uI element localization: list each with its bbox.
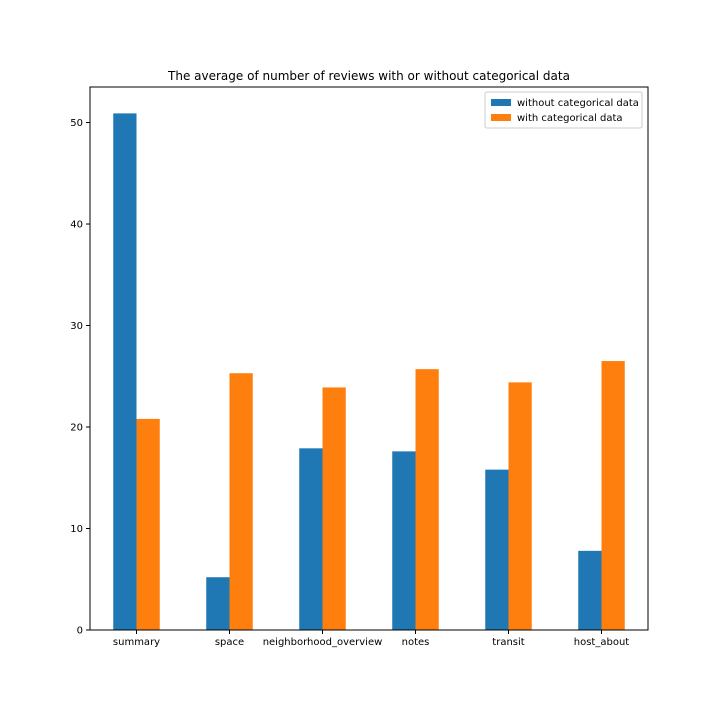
x-tick-label-space: space: [215, 637, 244, 648]
bar-notes-without: [392, 451, 416, 630]
legend-box: [484, 91, 643, 129]
x-tick-label-notes: notes: [402, 637, 430, 648]
plot-frame: [89, 86, 649, 631]
y-tick-label: 30: [70, 321, 83, 332]
legend-swatch-with: [491, 114, 511, 121]
axes-layer: 0 10 20 30 40 50 summary space neighborhood_over…: [70, 86, 649, 648]
x-tick-label-summary: summary: [113, 637, 160, 648]
x-tick-label-host_about: host_about: [574, 637, 630, 648]
legend-label-with: with categorical data: [517, 113, 623, 124]
bar-space-with: [229, 373, 253, 630]
bars-layer: [113, 113, 625, 630]
legend-swatch-without: [491, 99, 511, 106]
bar-transit-without: [485, 469, 509, 630]
bar-summary-without: [113, 113, 137, 630]
y-tick-label: 20: [70, 423, 83, 434]
bar-neighborhood_overview-without: [299, 448, 323, 630]
x-tick-label-neighborhood_overview: neighborhood_overview: [263, 637, 383, 648]
legend: without categorical data with categorical…: [484, 91, 643, 129]
chart-title: The average of number of reviews with or…: [167, 69, 570, 83]
y-tick-label: 0: [77, 626, 83, 637]
y-tick-label: 50: [70, 118, 83, 129]
y-tick-label: 40: [70, 220, 83, 231]
bar-space-without: [206, 577, 230, 630]
bar-host_about-without: [578, 550, 602, 630]
y-tick-label: 10: [70, 524, 83, 535]
bar-summary-with: [136, 418, 160, 630]
bar-neighborhood_overview-with: [322, 387, 346, 630]
bar-notes-with: [415, 369, 439, 630]
bar-host_about-with: [601, 361, 625, 630]
bar-transit-with: [508, 382, 532, 630]
legend-label-without: without categorical data: [517, 98, 639, 109]
x-tick-label-transit: transit: [492, 637, 524, 648]
